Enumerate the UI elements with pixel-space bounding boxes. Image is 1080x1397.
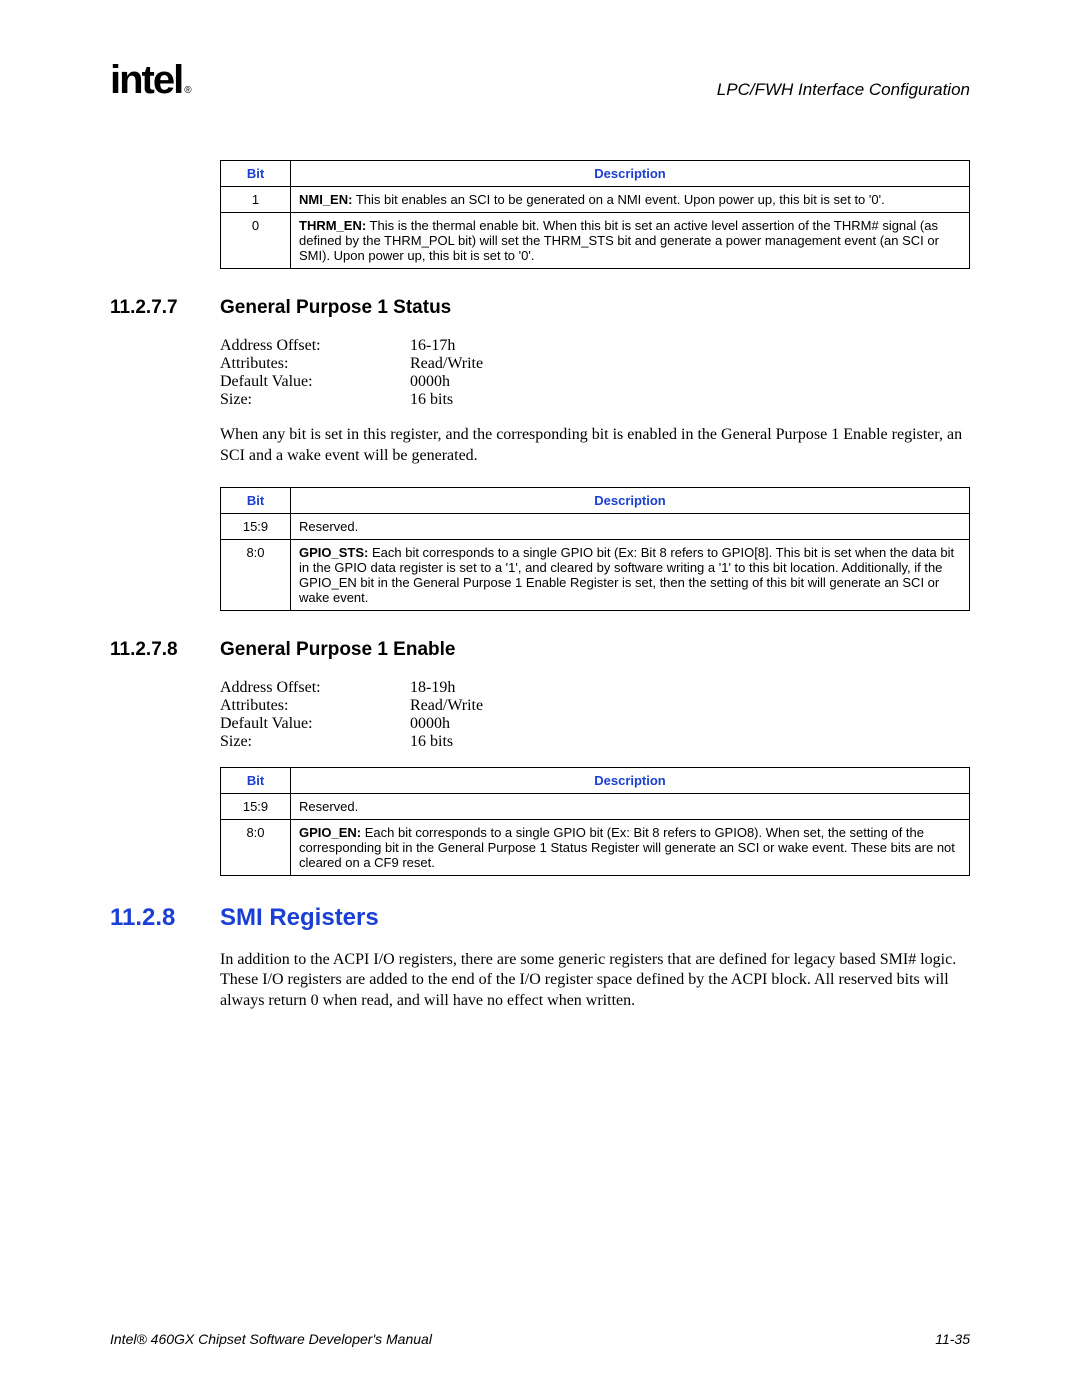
table-header-description: Description: [291, 487, 970, 513]
field-name: GPIO_EN:: [299, 825, 361, 840]
field-desc: This bit enables an SCI to be generated …: [352, 192, 884, 207]
field-desc: Each bit corresponds to a single GPIO bi…: [299, 545, 954, 605]
page-header: intel® LPC/FWH Interface Configuration: [110, 60, 970, 100]
description-cell: GPIO_EN: Each bit corresponds to a singl…: [291, 819, 970, 875]
attr-value: Read/Write: [410, 355, 483, 373]
description-cell: THRM_EN: This is the thermal enable bit.…: [291, 213, 970, 269]
gp1-enable-table: Bit Description 15:9 Reserved. 8:0 GPIO_…: [220, 767, 970, 876]
section-title: General Purpose 1 Status: [220, 297, 451, 319]
footer-manual-title: Intel® 460GX Chipset Software Developer'…: [110, 1331, 432, 1347]
table-row: 15:9 Reserved.: [221, 793, 970, 819]
attr-value: 0000h: [410, 373, 450, 391]
table-header-bit: Bit: [221, 767, 291, 793]
table-row: 15:9 Reserved.: [221, 513, 970, 539]
field-desc: This is the thermal enable bit. When thi…: [299, 218, 939, 263]
attr-value: 0000h: [410, 715, 450, 733]
section-heading-11-2-7-7: 11.2.7.7 General Purpose 1 Status: [220, 297, 970, 319]
bit-cell: 0: [221, 213, 291, 269]
section-body: In addition to the ACPI I/O registers, t…: [220, 950, 970, 1012]
section-number: 11.2.7.7: [110, 297, 200, 319]
description-cell: GPIO_STS: Each bit corresponds to a sing…: [291, 539, 970, 610]
bit-cell: 8:0: [221, 539, 291, 610]
bit-cell: 1: [221, 187, 291, 213]
logo-text: intel: [110, 58, 182, 102]
table-row: 8:0 GPIO_EN: Each bit corresponds to a s…: [221, 819, 970, 875]
attr-value: 16 bits: [410, 391, 453, 409]
register-attributes: Address Offset:16-17h Attributes:Read/Wr…: [220, 337, 970, 409]
table-header-bit: Bit: [221, 487, 291, 513]
register-attributes: Address Offset:18-19h Attributes:Read/Wr…: [220, 679, 970, 751]
description-cell: NMI_EN: This bit enables an SCI to be ge…: [291, 187, 970, 213]
table-row: 1 NMI_EN: This bit enables an SCI to be …: [221, 187, 970, 213]
attr-label: Address Offset:: [220, 337, 410, 355]
description-cell: Reserved.: [291, 793, 970, 819]
field-desc: Reserved.: [299, 519, 358, 534]
attr-label: Size:: [220, 391, 410, 409]
field-desc: Reserved.: [299, 799, 358, 814]
bit-cell: 15:9: [221, 513, 291, 539]
section-title: SMI Registers: [220, 904, 379, 932]
field-name: NMI_EN:: [299, 192, 352, 207]
page-footer: Intel® 460GX Chipset Software Developer'…: [110, 1331, 970, 1347]
table-header-description: Description: [291, 767, 970, 793]
section-heading-11-2-8: 11.2.8 SMI Registers: [220, 904, 970, 932]
register-table-continuation: Bit Description 1 NMI_EN: This bit enabl…: [220, 160, 970, 269]
attr-value: 16 bits: [410, 733, 453, 751]
attr-value: 16-17h: [410, 337, 455, 355]
table-row: 8:0 GPIO_STS: Each bit corresponds to a …: [221, 539, 970, 610]
section-number: 11.2.7.8: [110, 639, 200, 661]
section-number: 11.2.8: [110, 904, 200, 932]
attr-label: Size:: [220, 733, 410, 751]
attr-label: Address Offset:: [220, 679, 410, 697]
page-content: Bit Description 1 NMI_EN: This bit enabl…: [220, 160, 970, 1012]
footer-page-number: 11-35: [935, 1331, 970, 1347]
table-row: 0 THRM_EN: This is the thermal enable bi…: [221, 213, 970, 269]
attr-value: 18-19h: [410, 679, 455, 697]
bit-cell: 15:9: [221, 793, 291, 819]
intel-logo: intel®: [110, 60, 192, 100]
attr-label: Default Value:: [220, 373, 410, 391]
field-name: THRM_EN:: [299, 218, 366, 233]
registered-mark: ®: [184, 85, 191, 96]
description-cell: Reserved.: [291, 513, 970, 539]
table-header-description: Description: [291, 161, 970, 187]
section-body: When any bit is set in this register, an…: [220, 425, 970, 467]
table-header-bit: Bit: [221, 161, 291, 187]
field-name: GPIO_STS:: [299, 545, 368, 560]
attr-value: Read/Write: [410, 697, 483, 715]
document-section-title: LPC/FWH Interface Configuration: [717, 80, 970, 100]
attr-label: Default Value:: [220, 715, 410, 733]
bit-cell: 8:0: [221, 819, 291, 875]
attr-label: Attributes:: [220, 697, 410, 715]
section-title: General Purpose 1 Enable: [220, 639, 455, 661]
section-heading-11-2-7-8: 11.2.7.8 General Purpose 1 Enable: [220, 639, 970, 661]
gp1-status-table: Bit Description 15:9 Reserved. 8:0 GPIO_…: [220, 487, 970, 611]
attr-label: Attributes:: [220, 355, 410, 373]
field-desc: Each bit corresponds to a single GPIO bi…: [299, 825, 955, 870]
